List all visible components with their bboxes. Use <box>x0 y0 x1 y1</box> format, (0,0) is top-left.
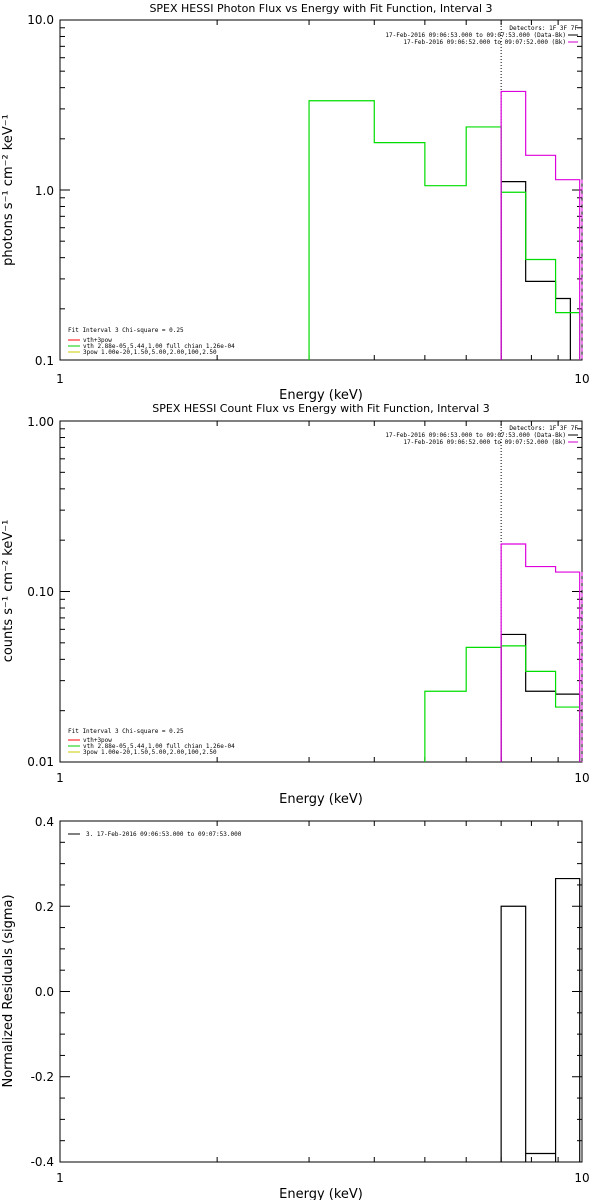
y-tick-label: 10.0 <box>27 13 54 27</box>
y-tick-label: 1.00 <box>27 415 54 429</box>
plot-frame <box>59 420 583 763</box>
x-axis-label: Energy (keV) <box>279 1187 363 1200</box>
y-tick-label: -0.4 <box>31 1155 54 1169</box>
x-tick-label: 10 <box>574 771 589 785</box>
legend-entry: 3pow 1.00e-20,1.50,5.00,2.00,100,2.50 <box>83 349 217 356</box>
header-line-data: 17-Feb-2016 09:06:53.000 to 09:07:53.000… <box>385 32 566 39</box>
axes-ticks <box>59 19 583 361</box>
y-axis-label: Normalized Residuals (sigma) <box>1 894 16 1087</box>
detectors-label: Detectors: 1F 3F 7F <box>509 425 578 432</box>
x-tick-label: 1 <box>56 372 64 386</box>
x-tick-label: 1 <box>56 1171 64 1185</box>
series-step-line <box>500 90 581 360</box>
x-axis-label: Energy (keV) <box>279 792 363 807</box>
panel-title: SPEX HESSI Count Flux vs Energy with Fit… <box>152 402 489 415</box>
header-line-data: 17-Feb-2016 09:06:53.000 to 09:07:53.000… <box>385 432 566 439</box>
plot-frame <box>59 820 583 1163</box>
legend-entry: 3pow 1.00e-20,1.50,5.00,2.00,100,2.50 <box>83 749 217 756</box>
header-line-bk: 17-Feb-2016 09:06:52.000 to 09:07:52.000… <box>403 439 566 446</box>
series-step-line <box>500 181 571 360</box>
legend-entry: vth 2.88e-05,5.44,1.00 full chian 1.26e-… <box>83 743 235 750</box>
photon-flux-panel: SPEX HESSI Photon Flux vs Energy with Fi… <box>1 2 590 403</box>
y-tick-label: 0.01 <box>27 755 54 769</box>
legend-title: Fit Interval 3 Chi-square = 0.25 <box>68 728 184 735</box>
series-step-line <box>424 645 581 762</box>
axes-ticks <box>59 420 583 763</box>
series-step-line <box>500 877 581 1162</box>
x-tick-label: 10 <box>574 1171 589 1185</box>
axes-ticks <box>59 820 583 1163</box>
y-tick-label: 0.4 <box>35 815 54 829</box>
detectors-label: Detectors: 1F 3F 7F <box>509 25 578 32</box>
y-tick-label: 0.1 <box>35 354 54 368</box>
series-step-line <box>308 100 581 360</box>
header-line-bk: 17-Feb-2016 09:06:52.000 to 09:07:52.000… <box>403 39 566 46</box>
x-tick-label: 1 <box>56 771 64 785</box>
legend-entry: vth+3pow <box>83 737 112 744</box>
series-step-line <box>500 543 581 762</box>
legend-entry: vth+3pow <box>83 337 112 344</box>
y-tick-label: 0.0 <box>35 985 54 999</box>
y-tick-label: -0.2 <box>31 1070 54 1084</box>
x-axis-label: Energy (keV) <box>279 388 363 403</box>
legend-entry: 3. 17-Feb-2016 09:06:53.000 to 09:07:53.… <box>86 831 242 838</box>
y-tick-label: 0.10 <box>27 585 54 599</box>
y-axis-label: photons s⁻¹ cm⁻² keV⁻¹ <box>1 114 16 266</box>
y-tick-label: 1.0 <box>35 184 54 198</box>
legend-entry: vth 2.88e-05,5.44,1.00 full chian 1.26e-… <box>83 343 235 350</box>
y-axis-label: counts s⁻¹ cm⁻² keV⁻¹ <box>1 520 16 663</box>
legend-title: Fit Interval 3 Chi-square = 0.25 <box>68 327 184 334</box>
residuals-panel: 0.4 0.2 0.0 -0.2 -0.4 1 10 Energy (keV) … <box>1 815 590 1200</box>
series-step-line <box>500 633 581 762</box>
count-flux-panel: SPEX HESSI Count Flux vs Energy with Fit… <box>1 402 590 807</box>
y-tick-label: 0.2 <box>35 900 54 914</box>
plot-frame <box>59 19 583 361</box>
x-tick-label: 10 <box>574 372 589 386</box>
panel-title: SPEX HESSI Photon Flux vs Energy with Fi… <box>149 2 492 15</box>
